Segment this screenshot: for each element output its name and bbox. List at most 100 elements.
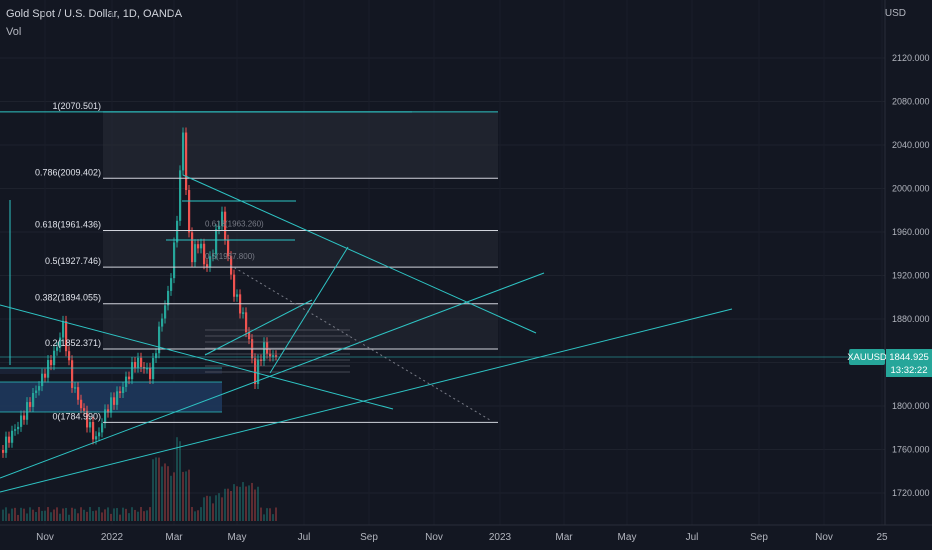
candle-body bbox=[209, 256, 212, 267]
volume-bar bbox=[95, 510, 97, 521]
volume-bar bbox=[71, 507, 73, 521]
volume-bar bbox=[80, 507, 82, 521]
volume-bar bbox=[98, 507, 100, 521]
volume-bar bbox=[269, 508, 271, 521]
candle-body bbox=[29, 402, 32, 407]
volume-bar bbox=[92, 511, 94, 521]
candle-body bbox=[44, 373, 47, 378]
candle-body bbox=[113, 397, 116, 405]
fib-level-label: 0.5(1927.746) bbox=[45, 256, 101, 266]
volume-bar bbox=[161, 466, 163, 521]
candle-body bbox=[17, 426, 20, 430]
candle-body bbox=[119, 391, 122, 394]
price-tick-label: 1880.000 bbox=[892, 314, 930, 324]
candle-body bbox=[23, 415, 26, 420]
volume-bar bbox=[155, 457, 157, 521]
volume-bar bbox=[206, 495, 208, 521]
candle-body bbox=[110, 397, 113, 413]
volume-bar bbox=[212, 503, 214, 521]
candle-body bbox=[194, 244, 197, 263]
volume-bar bbox=[263, 514, 265, 521]
last-price-label: 1844.925 bbox=[889, 352, 929, 363]
volume-bars bbox=[2, 437, 277, 521]
volume-bar bbox=[77, 513, 79, 521]
candle-body bbox=[68, 351, 71, 361]
countdown-label: 13:32:22 bbox=[891, 365, 928, 376]
inner-fib-label: 0.5(1937.800) bbox=[205, 252, 255, 261]
candle-body bbox=[200, 243, 203, 249]
volume-bar bbox=[224, 488, 226, 521]
volume-indicator-label[interactable]: Vol bbox=[6, 26, 22, 38]
volume-bar bbox=[203, 497, 205, 521]
candle-body bbox=[188, 190, 191, 233]
candle-body bbox=[8, 436, 11, 443]
volume-bar bbox=[119, 514, 121, 521]
time-tick-label: Sep bbox=[360, 532, 378, 543]
volume-bar bbox=[2, 509, 4, 521]
volume-bar bbox=[266, 508, 268, 521]
candle-body bbox=[137, 357, 140, 368]
symbol-tag bbox=[849, 349, 885, 365]
volume-bar bbox=[32, 509, 34, 521]
candle-body bbox=[26, 402, 29, 420]
volume-bar bbox=[176, 437, 178, 521]
volume-bar bbox=[23, 508, 25, 521]
volume-bar bbox=[233, 484, 235, 521]
last-price-tag bbox=[886, 349, 932, 377]
trend-line bbox=[0, 308, 733, 493]
volume-bar bbox=[26, 513, 28, 521]
candle-body bbox=[173, 242, 176, 279]
fib-level-label: 1(2070.501) bbox=[52, 101, 101, 111]
time-axis: Nov 2022 Mar May Jul Sep Nov 2023 Mar May Jul Sep No… bbox=[0, 524, 932, 543]
volume-bar bbox=[140, 507, 142, 521]
candle-body bbox=[74, 387, 77, 389]
candle-body bbox=[224, 211, 227, 240]
currency-label: USD bbox=[884, 8, 906, 19]
projection-line bbox=[229, 264, 491, 421]
candle-body bbox=[14, 429, 17, 431]
fibonacci-retracement: 1(2070.501) 0.786(2009.402) 0.618(1961.436… bbox=[0, 101, 498, 423]
volume-bar bbox=[191, 507, 193, 521]
price-tick-label: 2000.000 bbox=[892, 184, 930, 194]
volume-bar bbox=[179, 441, 181, 521]
volume-bar bbox=[245, 486, 247, 521]
volume-bar bbox=[116, 508, 118, 521]
volume-bar bbox=[83, 509, 85, 521]
fib-zone bbox=[103, 230, 498, 268]
volume-bar bbox=[59, 513, 61, 521]
candle-body bbox=[134, 362, 137, 368]
volume-bar bbox=[5, 507, 7, 521]
candle-body bbox=[254, 358, 257, 385]
candle-body bbox=[167, 290, 170, 306]
candle-body bbox=[122, 386, 125, 394]
volume-bar bbox=[272, 514, 274, 521]
candle-body bbox=[116, 391, 119, 405]
candle-body bbox=[128, 376, 131, 380]
volume-bar bbox=[239, 486, 241, 521]
candle-body bbox=[83, 408, 86, 411]
candle-body bbox=[269, 353, 272, 357]
volume-bar bbox=[68, 514, 70, 521]
volume-bar bbox=[182, 471, 184, 521]
candle-body bbox=[215, 229, 218, 255]
candle-body bbox=[197, 244, 200, 249]
candle-body bbox=[80, 399, 83, 409]
volume-bar bbox=[275, 507, 277, 521]
volume-bar bbox=[200, 507, 202, 521]
candle-body bbox=[227, 239, 230, 257]
volume-bar bbox=[143, 511, 145, 521]
volume-bar bbox=[62, 508, 64, 521]
volume-bar bbox=[53, 509, 55, 521]
candle-body bbox=[41, 373, 44, 387]
candle-body bbox=[206, 264, 209, 267]
volume-bar bbox=[125, 508, 127, 521]
price-tick-label: 1960.000 bbox=[892, 227, 930, 237]
price-tick-label: 1760.000 bbox=[892, 445, 930, 455]
candle-body bbox=[104, 409, 107, 424]
volume-bar bbox=[104, 509, 106, 521]
volume-bar bbox=[101, 512, 103, 521]
volume-bar bbox=[50, 512, 52, 521]
candle-body bbox=[242, 312, 245, 314]
candle-body bbox=[185, 132, 188, 191]
